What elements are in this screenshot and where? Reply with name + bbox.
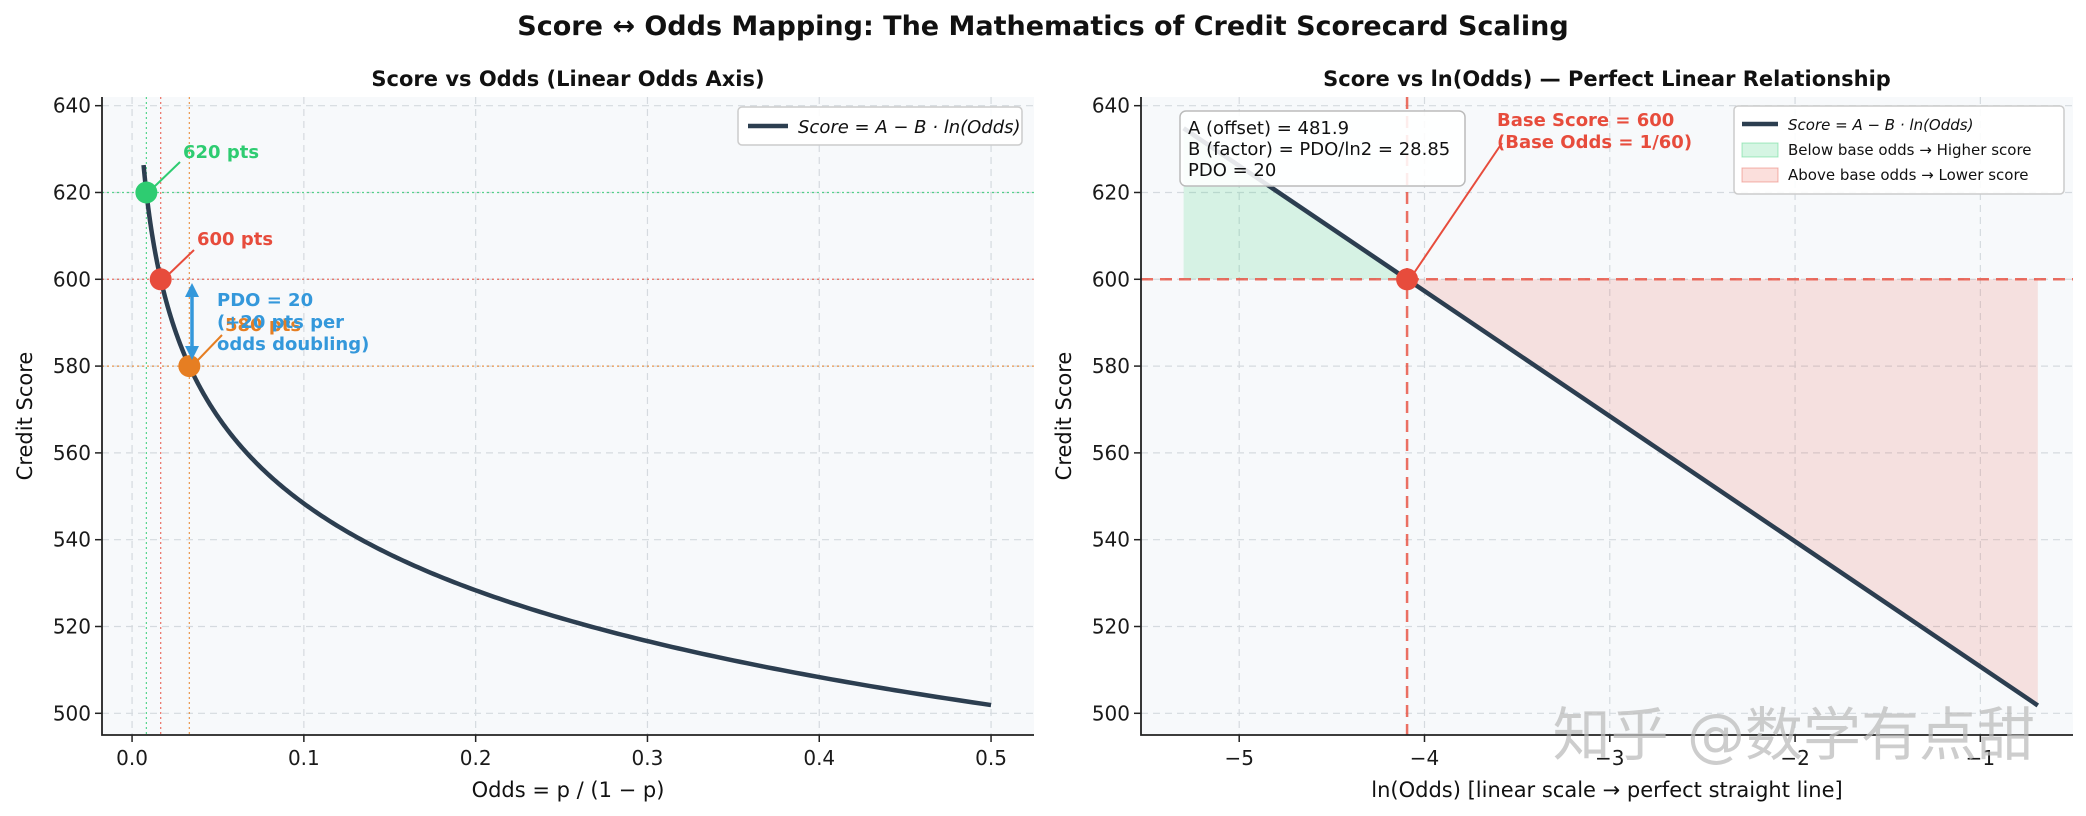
x-tick-label: 0.3 <box>632 746 664 770</box>
x-tick-label: −1 <box>1966 746 1995 770</box>
base-score-label-line2: (Base Odds = 1/60) <box>1497 132 1692 153</box>
right-chart-title: Score vs ln(Odds) — Perfect Linear Relat… <box>1323 67 1891 91</box>
x-tick-label: 0.0 <box>116 746 148 770</box>
info-box-line3: PDO = 20 <box>1188 160 1276 181</box>
right-axis-ticks: −5 −4 −3 −2 −1 500 520 540 560 580 600 620 640 <box>1092 94 1995 770</box>
left-axis-ticks: 0.0 0.1 0.2 0.3 0.4 0.5 500 520 540 560 580 600 620 6… <box>53 94 1007 770</box>
left-chart-title: Score vs Odds (Linear Odds Axis) <box>371 67 764 91</box>
right-chart: Base Score = 600 (Base Odds = 1/60) A (o… <box>1052 67 2073 802</box>
left-legend: Score = A − B · ln(Odds) <box>737 106 1023 146</box>
right-x-axis-label: ln(Odds) [linear scale → perfect straigh… <box>1371 778 1842 802</box>
pdo-arrow <box>185 283 199 360</box>
y-tick-label: 640 <box>1092 94 1130 118</box>
base-score-label-line1: Base Score = 600 <box>1497 110 1674 131</box>
pdo-label-line2: (+20 pts per <box>217 312 344 333</box>
left-annotations: 620 pts 600 pts 580 pts PDO = 20 (+20 pt… <box>153 142 369 361</box>
base-score-arrow <box>1413 142 1503 274</box>
pdo-label-line1: PDO = 20 <box>217 290 313 311</box>
left-600-arrow <box>167 249 195 276</box>
x-tick-label: −4 <box>1410 746 1439 770</box>
right-axes-spines <box>1140 97 2073 736</box>
left-grid <box>102 97 1034 735</box>
info-box-line2: B (factor) = PDO/ln2 = 28.85 <box>1188 139 1450 160</box>
y-tick-label: 520 <box>1092 614 1130 638</box>
left-y-axis-label: Credit Score <box>13 352 37 481</box>
right-legend-red-label: Above base odds → Lower score <box>1788 166 2029 184</box>
y-tick-label: 640 <box>53 94 91 118</box>
y-tick-label: 580 <box>1092 354 1130 378</box>
info-box-line1: A (offset) = 481.9 <box>1188 118 1349 139</box>
left-axes-spines <box>101 97 1034 736</box>
info-box: A (offset) = 481.9 B (factor) = PDO/ln2 … <box>1179 110 1466 187</box>
right-y-axis-label: Credit Score <box>1052 352 1076 481</box>
x-tick-label: 0.5 <box>975 746 1007 770</box>
x-tick-label: −5 <box>1224 746 1253 770</box>
y-tick-label: 600 <box>1092 267 1130 291</box>
right-base-reference-lines <box>1141 97 2073 735</box>
right-legend: Score = A − B · ln(Odds) Below base odds… <box>1733 105 2065 195</box>
x-tick-label: −2 <box>1780 746 1809 770</box>
left-x-axis-label: Odds = p / (1 − p) <box>472 778 665 802</box>
y-tick-label: 540 <box>1092 528 1130 552</box>
left-reference-lines <box>102 97 1034 735</box>
right-score-line <box>1182 126 2040 708</box>
left-580-label: 580 pts <box>225 315 301 336</box>
x-tick-label: −3 <box>1595 746 1624 770</box>
score-point-620 <box>135 181 158 204</box>
x-tick-label: 0.1 <box>288 746 320 770</box>
right-legend-green-label: Below base odds → Higher score <box>1788 141 2032 159</box>
y-tick-label: 500 <box>1092 701 1130 725</box>
left-plot-area <box>102 97 1034 735</box>
y-tick-label: 620 <box>1092 180 1130 204</box>
x-tick-label: 0.4 <box>803 746 835 770</box>
y-tick-label: 600 <box>53 267 91 291</box>
figure-suptitle: Score ↔ Odds Mapping: The Mathematics of… <box>517 11 1568 42</box>
x-tick-label: 0.2 <box>460 746 492 770</box>
left-620-label: 620 pts <box>183 142 259 163</box>
left-620-arrow <box>153 161 181 188</box>
y-tick-label: 540 <box>53 528 91 552</box>
y-tick-label: 560 <box>1092 441 1130 465</box>
watermark: 知乎 @数学有点甜 <box>1553 701 2035 769</box>
left-legend-label: Score = A − B · ln(Odds) <box>798 117 1021 138</box>
left-score-curve <box>141 164 992 708</box>
y-tick-label: 580 <box>53 354 91 378</box>
y-tick-label: 520 <box>53 614 91 638</box>
y-tick-label: 560 <box>53 441 91 465</box>
left-chart: 620 pts 600 pts 580 pts PDO = 20 (+20 pt… <box>13 67 1034 802</box>
score-point-600 <box>149 268 172 291</box>
y-tick-label: 500 <box>53 701 91 725</box>
score-point-580 <box>178 355 201 378</box>
left-600-label: 600 pts <box>197 229 273 250</box>
left-580-arrow <box>197 334 223 361</box>
left-score-points <box>135 181 201 378</box>
y-tick-label: 620 <box>53 180 91 204</box>
right-legend-line-label: Score = A − B · ln(Odds) <box>1788 116 1973 134</box>
pdo-label-line3: odds doubling) <box>217 334 369 355</box>
base-score-point <box>1396 268 1419 291</box>
